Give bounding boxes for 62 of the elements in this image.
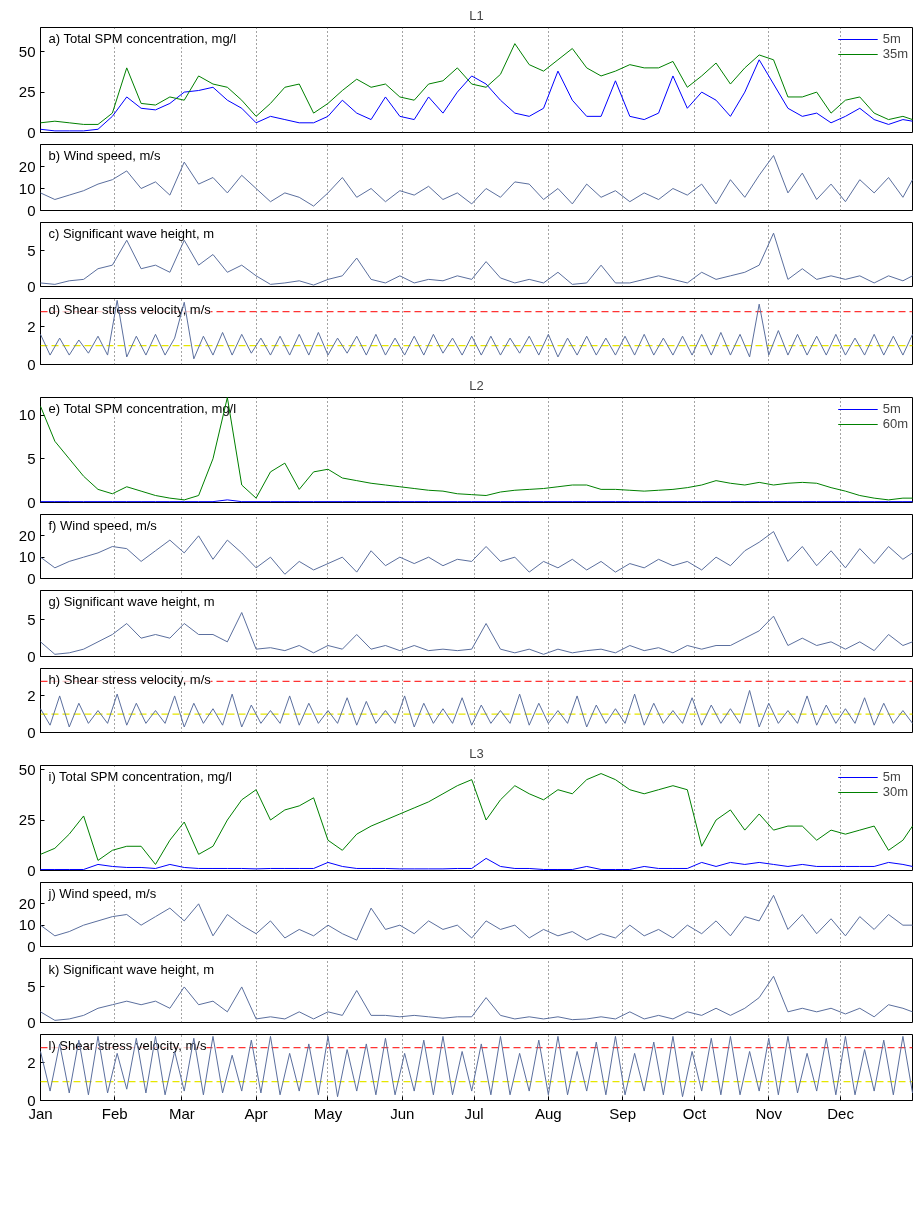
- chart-title: h) Shear stress velocity, m/s: [48, 671, 212, 687]
- y-tick-label: 0: [27, 493, 36, 511]
- x-tick-label: Apr: [244, 1104, 268, 1122]
- y-tick-label: 0: [27, 1091, 36, 1109]
- legend-label: 5m: [882, 769, 902, 784]
- y-tick-label: 10: [18, 916, 36, 934]
- y-tick-label: 10: [18, 406, 36, 423]
- y-tick-label: 2: [27, 686, 36, 704]
- y-tick-label: 2: [27, 317, 36, 335]
- y-tick-label: 0: [27, 569, 36, 587]
- chart-subtitle: e) Total SPM concentration, mg/l: [48, 400, 237, 416]
- y-tick-label: 0: [27, 647, 36, 665]
- y-tick-label: 20: [18, 894, 36, 912]
- x-tick-label: Feb: [101, 1104, 128, 1122]
- legend-label: 60m: [882, 416, 908, 431]
- x-tick-label: Jun: [390, 1104, 415, 1122]
- y-tick-label: 0: [27, 1013, 36, 1031]
- chart-title: b) Wind speed, m/s: [48, 147, 161, 163]
- x-tick-label: May: [313, 1104, 343, 1122]
- chart-title: L1: [469, 7, 484, 23]
- x-tick-label: Jul: [464, 1104, 484, 1122]
- legend-label: 5m: [882, 401, 902, 416]
- y-tick-label: 20: [18, 526, 36, 544]
- legend-label: 30m: [882, 784, 908, 799]
- y-tick-label: 50: [18, 42, 36, 60]
- x-tick-label: Mar: [168, 1104, 195, 1122]
- x-tick-label: Aug: [535, 1104, 562, 1122]
- y-tick-label: 10: [18, 548, 36, 566]
- chart-title: k) Significant wave height, m: [48, 961, 214, 977]
- chart-title: d) Shear stress velocity, m/s: [48, 301, 212, 317]
- chart-title: j) Wind speed, m/s: [47, 885, 157, 901]
- chart-title: L2: [469, 377, 484, 393]
- chart-title: l) Shear stress velocity, m/s: [48, 1037, 207, 1053]
- chart-title: c) Significant wave height, m: [48, 225, 214, 241]
- y-tick-label: 20: [18, 157, 36, 175]
- y-tick-label: 50: [18, 760, 36, 778]
- y-tick-label: 5: [27, 610, 36, 628]
- y-tick-label: 5: [27, 241, 36, 259]
- x-tick-label: Nov: [755, 1104, 783, 1122]
- chart-title: g) Significant wave height, m: [48, 593, 215, 609]
- y-tick-label: 0: [27, 277, 36, 295]
- chart-title: f) Wind speed, m/s: [48, 517, 158, 533]
- chart-subtitle: i) Total SPM concentration, mg/l: [48, 768, 232, 784]
- legend-label: 35m: [882, 46, 908, 61]
- y-tick-label: 0: [27, 861, 36, 879]
- y-tick-label: 2: [27, 1053, 36, 1071]
- y-tick-label: 5: [27, 449, 36, 467]
- y-tick-label: 0: [27, 937, 36, 955]
- y-tick-label: 0: [27, 723, 36, 741]
- y-tick-label: 0: [27, 201, 36, 219]
- chart-title: L3: [469, 745, 484, 761]
- chart-subtitle: a) Total SPM concentration, mg/l: [48, 30, 237, 46]
- x-tick-label: Oct: [682, 1104, 707, 1122]
- y-tick-label: 0: [27, 123, 36, 141]
- y-tick-label: 25: [18, 811, 36, 829]
- legend-label: 5m: [882, 31, 902, 46]
- y-tick-label: 0: [27, 355, 36, 373]
- y-tick-label: 25: [18, 83, 36, 101]
- y-tick-label: 10: [18, 179, 36, 197]
- x-tick-label: Sep: [609, 1104, 636, 1122]
- x-tick-label: Dec: [827, 1104, 855, 1122]
- y-tick-label: 5: [27, 977, 36, 995]
